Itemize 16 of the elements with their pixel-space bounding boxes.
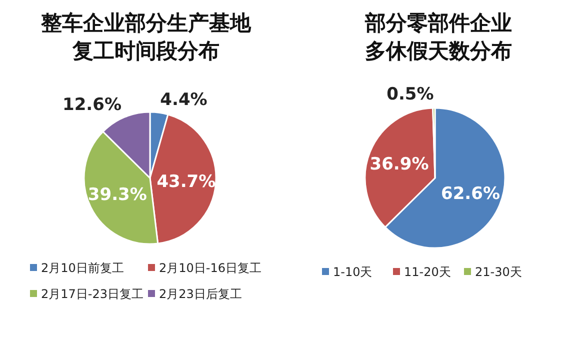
data-label: 12.6% bbox=[62, 94, 122, 115]
data-label: 43.7% bbox=[156, 172, 216, 192]
chart-title: 整车企业部分生产基地复工时间段分布 bbox=[40, 11, 252, 63]
legend-label: 2月23日后复工 bbox=[159, 287, 242, 301]
legend-label: 21-30天 bbox=[475, 265, 522, 279]
data-label: 36.9% bbox=[370, 154, 429, 175]
legend-label: 1-10天 bbox=[333, 265, 372, 279]
legend-label: 2月10日-16日复工 bbox=[159, 261, 262, 275]
legend-label: 2月10日前复工 bbox=[41, 261, 124, 275]
chart-title: 部分零部件企业多休假天数分布 bbox=[364, 11, 512, 63]
legend-label: 11-20天 bbox=[404, 265, 451, 279]
data-label: 0.5% bbox=[386, 84, 434, 105]
data-label: 62.6% bbox=[441, 184, 500, 204]
legend-label: 2月17日-23日复工 bbox=[41, 287, 144, 301]
data-label: 4.4% bbox=[160, 90, 208, 110]
data-label: 39.3% bbox=[88, 184, 147, 205]
